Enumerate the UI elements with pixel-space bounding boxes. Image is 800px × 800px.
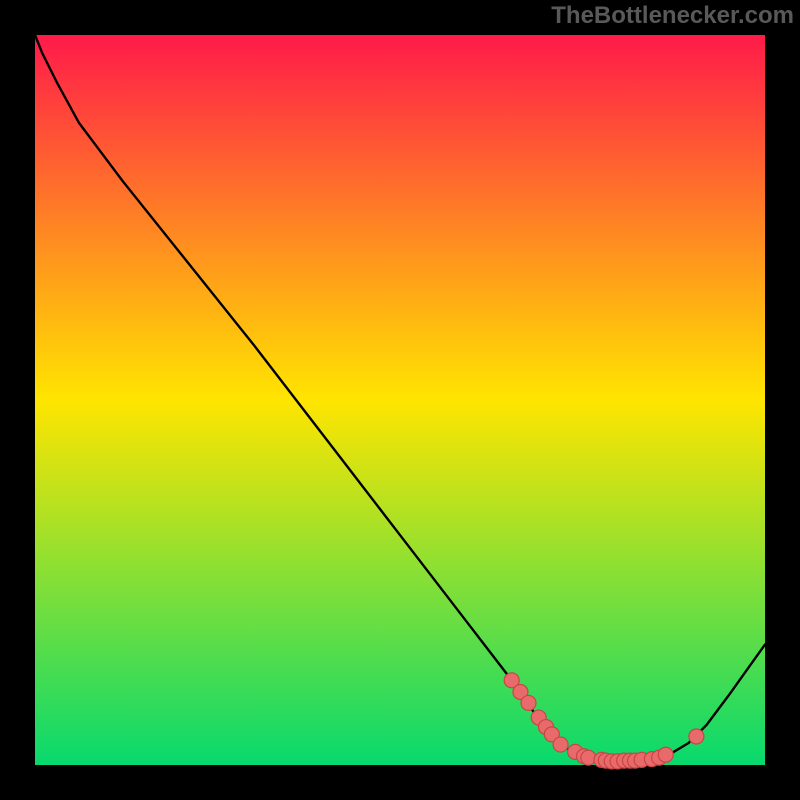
chart-stage: TheBottlenecker.com	[0, 0, 800, 800]
plot-area	[35, 35, 765, 765]
watermark-text: TheBottlenecker.com	[551, 2, 794, 30]
